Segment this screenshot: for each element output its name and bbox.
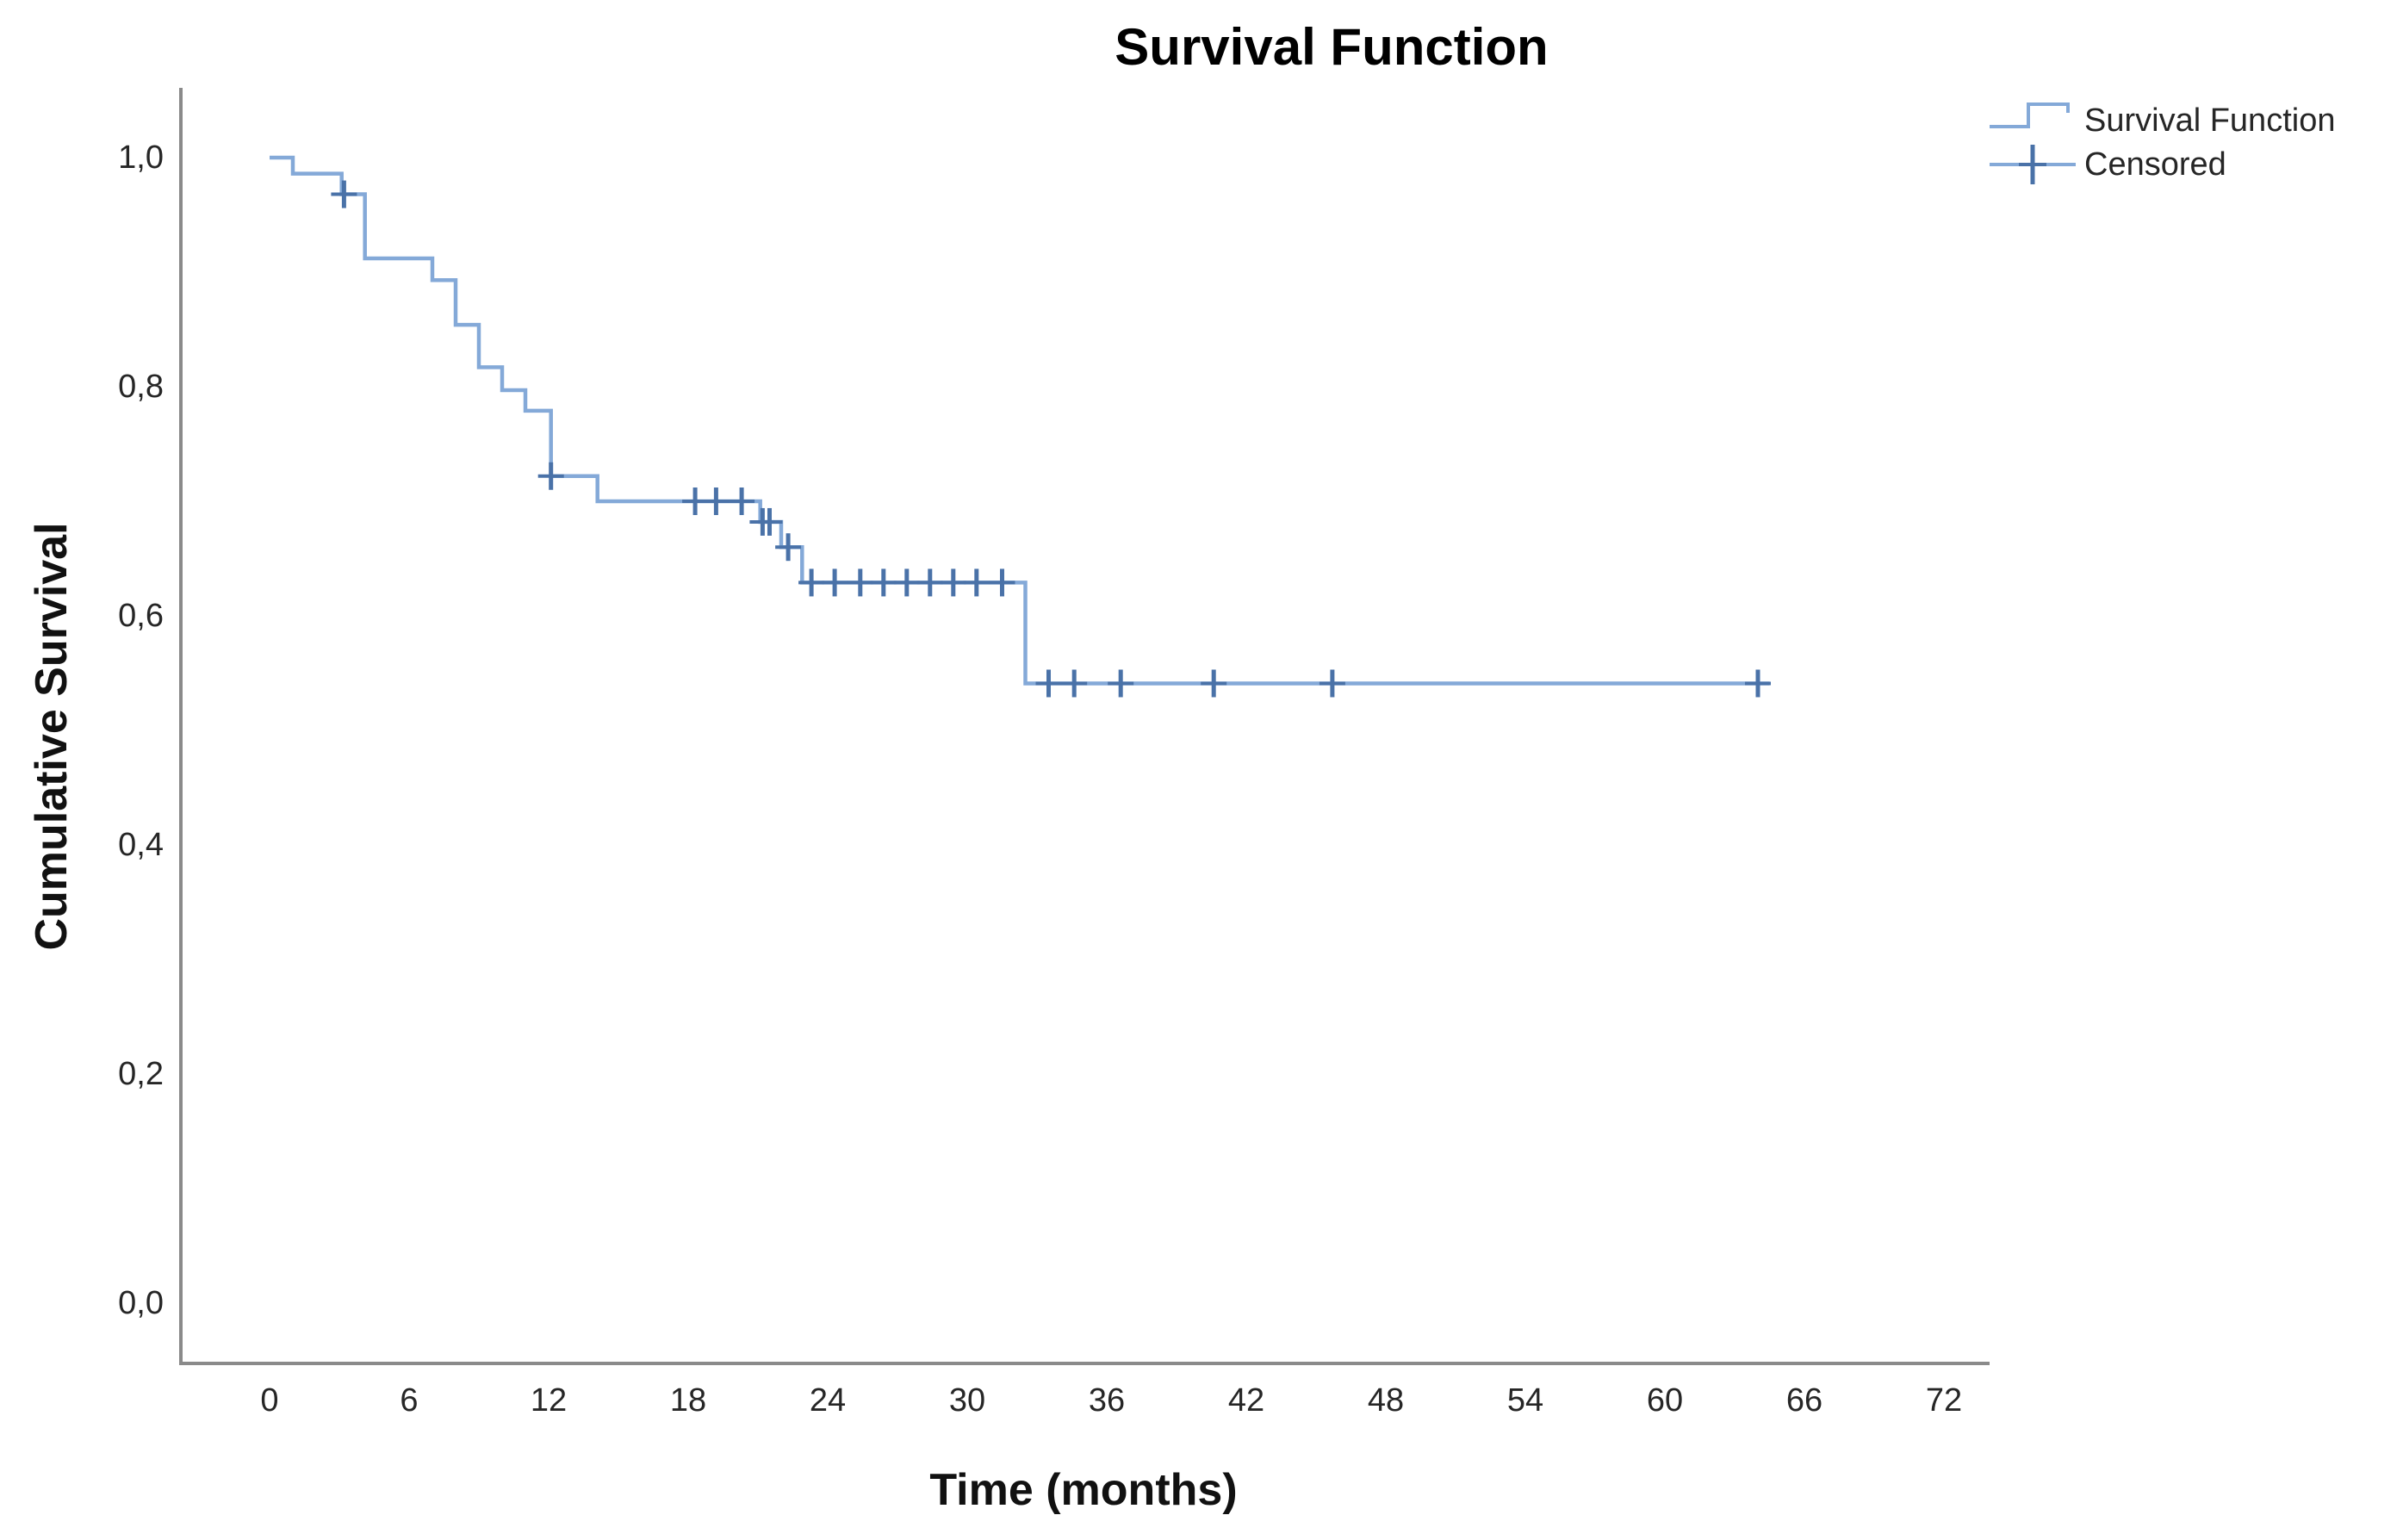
x-axis-title: Time (months) <box>929 1465 1238 1515</box>
censor-mark <box>703 487 730 515</box>
x-tick-label: 60 <box>1646 1382 1684 1419</box>
x-tick-label: 6 <box>400 1382 419 1419</box>
censor-mark <box>870 568 897 597</box>
y-tick-label: 0,6 <box>118 598 164 634</box>
x-tick-label: 30 <box>948 1382 986 1419</box>
censor-mark <box>756 507 783 536</box>
censor-mark <box>1061 669 1088 698</box>
chart-title: Survival Function <box>1115 18 1549 76</box>
censor-mark <box>940 568 966 597</box>
x-tick-label: 66 <box>1785 1382 1823 1419</box>
y-tick-label: 0,4 <box>118 827 164 863</box>
censor-mark <box>331 180 357 208</box>
censor-mark <box>798 568 825 597</box>
censor-mark <box>963 568 990 597</box>
censor-mark <box>729 487 755 515</box>
y-tick-label: 0,0 <box>118 1285 164 1321</box>
censor-mark <box>847 568 873 597</box>
y-tick-label: 1,0 <box>118 140 164 176</box>
x-tick-label: 18 <box>669 1382 707 1419</box>
axes-lines <box>179 88 1990 1365</box>
x-tick-label: 24 <box>809 1382 847 1419</box>
x-tick-label: 42 <box>1227 1382 1265 1419</box>
censor-mark <box>775 533 802 562</box>
legend-censored-symbol <box>1990 145 2076 184</box>
x-tick-label: 12 <box>530 1382 568 1419</box>
legend-label-survival-function: Survival Function <box>2084 102 2336 139</box>
censor-mark <box>989 568 1015 597</box>
legend-step-line-symbol <box>1990 102 2070 128</box>
x-tick-label: 0 <box>260 1382 279 1419</box>
censor-mark <box>916 568 943 597</box>
x-tick-label: 72 <box>1925 1382 1963 1419</box>
y-tick-label: 0,8 <box>118 369 164 405</box>
x-tick-label: 36 <box>1088 1382 1126 1419</box>
x-tick-label: 48 <box>1367 1382 1405 1419</box>
censor-mark <box>1108 669 1134 698</box>
y-tick-label: 0,2 <box>118 1056 164 1092</box>
survival-curve <box>270 155 1770 686</box>
censor-mark <box>822 568 848 597</box>
censor-mark <box>1745 669 1771 698</box>
censor-mark <box>1035 669 1062 698</box>
legend-label-censored: Censored <box>2084 146 2226 183</box>
censor-mark <box>537 462 564 490</box>
censor-mark <box>1201 669 1227 698</box>
x-tick-label: 54 <box>1506 1382 1544 1419</box>
censor-mark <box>893 568 920 597</box>
censor-mark <box>1319 669 1345 698</box>
